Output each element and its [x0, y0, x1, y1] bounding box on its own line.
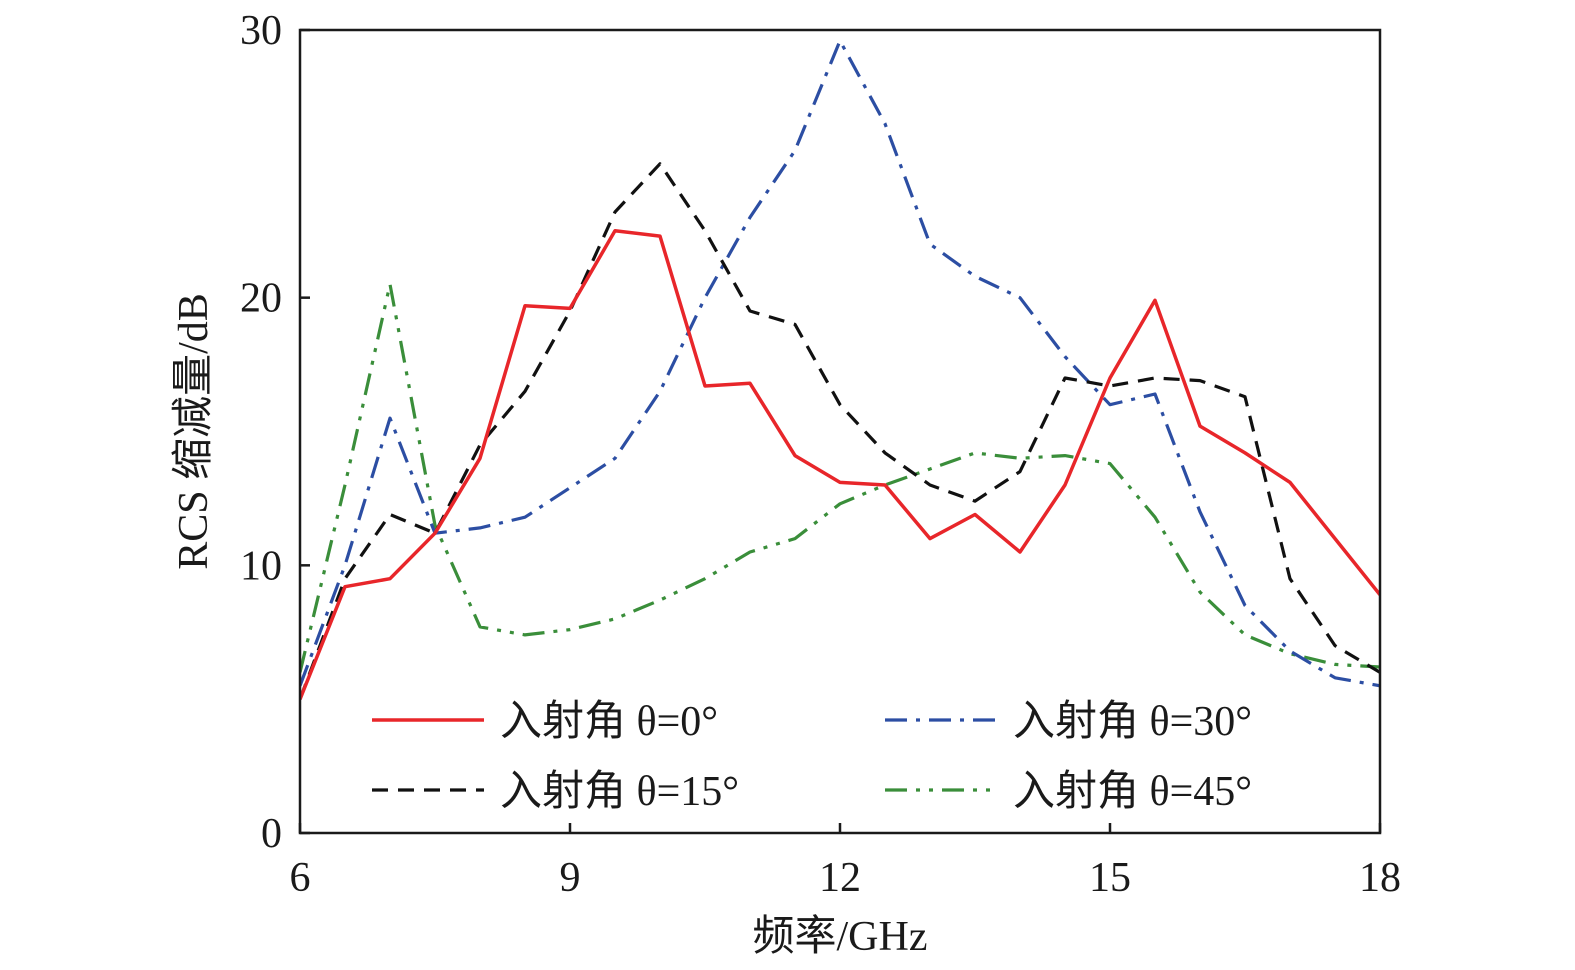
x-axis-title: 频率/GHz — [753, 913, 928, 960]
axis-ticks: 6 9 12 15 18 0 10 20 30 — [240, 8, 1401, 901]
series-lines — [300, 39, 1380, 700]
y-axis-title: RCS 缩减量/dB — [171, 293, 217, 570]
x-tick-label: 15 — [1089, 855, 1131, 901]
y-tick-label: 20 — [240, 276, 282, 322]
y-tick-label: 10 — [240, 543, 282, 589]
legend-label: 入射角 θ=45° — [1013, 769, 1252, 815]
x-tick-label: 9 — [560, 855, 581, 901]
legend-label: 入射角 θ=15° — [500, 769, 739, 815]
x-tick-label: 18 — [1359, 855, 1401, 901]
series-line-2 — [300, 162, 1380, 700]
series-line-3 — [300, 282, 1380, 673]
y-tick-label: 30 — [240, 8, 282, 54]
legend: 入射角 θ=0° 入射角 θ=30° 入射角 θ=15° 入射角 θ=45° — [372, 699, 1252, 815]
y-tick-label: 0 — [261, 811, 282, 857]
x-tick-label: 6 — [290, 855, 311, 901]
x-tick-label: 12 — [819, 855, 861, 901]
legend-label: 入射角 θ=30° — [1013, 699, 1252, 745]
series-line-0 — [300, 229, 1380, 700]
legend-label: 入射角 θ=0° — [500, 699, 718, 745]
series-line-1 — [300, 39, 1380, 688]
